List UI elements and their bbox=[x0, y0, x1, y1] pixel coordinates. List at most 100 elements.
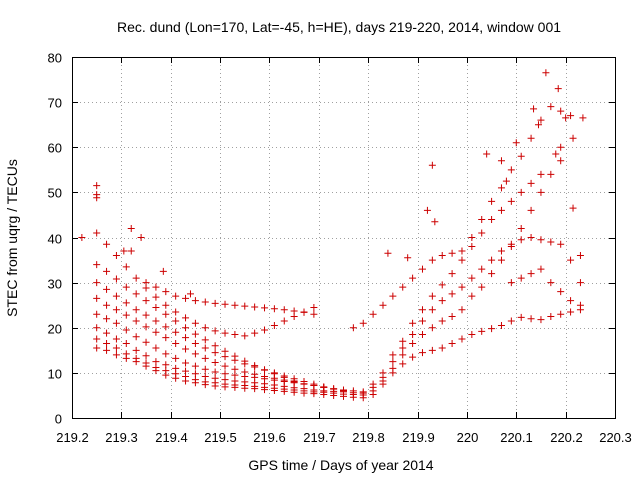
data-point bbox=[537, 170, 545, 178]
data-point bbox=[537, 265, 545, 273]
data-point bbox=[340, 387, 347, 395]
data-point bbox=[211, 358, 219, 366]
data-point bbox=[103, 301, 111, 309]
data-point bbox=[221, 329, 229, 337]
data-point bbox=[142, 297, 150, 305]
data-point bbox=[172, 364, 180, 372]
data-point bbox=[142, 323, 150, 331]
data-point bbox=[557, 107, 565, 115]
data-point bbox=[310, 380, 318, 388]
data-point bbox=[527, 179, 535, 187]
data-point bbox=[103, 285, 111, 293]
data-point bbox=[530, 105, 538, 113]
x-tick-label: 219.5 bbox=[204, 430, 237, 445]
data-point bbox=[418, 331, 426, 339]
data-point bbox=[567, 112, 575, 120]
data-point bbox=[448, 312, 456, 320]
x-tick-label: 220.2 bbox=[550, 430, 583, 445]
data-point bbox=[488, 270, 496, 278]
data-point bbox=[132, 317, 140, 325]
data-point bbox=[418, 306, 426, 314]
data-point bbox=[201, 372, 209, 380]
data-point bbox=[191, 370, 199, 378]
data-point bbox=[93, 229, 101, 237]
data-point bbox=[241, 368, 249, 376]
data-point bbox=[182, 334, 190, 342]
grid-lines bbox=[72, 57, 615, 418]
data-point bbox=[517, 313, 525, 321]
data-point bbox=[201, 354, 209, 362]
data-point bbox=[152, 293, 160, 301]
data-point bbox=[191, 340, 199, 348]
data-point bbox=[162, 367, 170, 375]
data-point bbox=[507, 166, 515, 174]
y-tick-label: 70 bbox=[48, 96, 62, 111]
data-point bbox=[552, 150, 560, 158]
data-point bbox=[567, 256, 575, 264]
data-point bbox=[418, 349, 426, 357]
data-point bbox=[542, 69, 550, 77]
data-point bbox=[231, 331, 239, 339]
data-point bbox=[537, 116, 545, 124]
data-point bbox=[231, 377, 239, 385]
data-points bbox=[78, 69, 587, 402]
y-tick-label: 20 bbox=[48, 322, 62, 337]
data-point bbox=[290, 307, 298, 315]
data-point bbox=[201, 344, 209, 352]
data-point bbox=[270, 370, 278, 378]
data-point bbox=[389, 364, 397, 372]
data-point bbox=[379, 369, 387, 377]
data-point bbox=[211, 374, 219, 382]
y-tick-label: 40 bbox=[48, 232, 62, 247]
data-point bbox=[547, 279, 555, 287]
x-tick-label: 219.4 bbox=[155, 430, 188, 445]
data-point bbox=[201, 298, 209, 306]
data-point bbox=[78, 234, 86, 241]
data-point bbox=[231, 365, 239, 373]
data-point bbox=[399, 360, 407, 368]
data-point bbox=[241, 302, 249, 310]
data-point bbox=[191, 330, 199, 338]
data-point bbox=[458, 335, 466, 343]
data-point bbox=[122, 350, 130, 358]
y-tick-labels: 0 10 20 30 40 50 60 70 80 bbox=[48, 51, 62, 427]
data-point bbox=[162, 350, 170, 358]
data-point bbox=[497, 321, 505, 329]
data-point bbox=[517, 152, 525, 160]
data-point bbox=[182, 359, 190, 367]
data-point bbox=[497, 247, 505, 255]
data-point bbox=[527, 315, 535, 323]
data-point bbox=[497, 256, 505, 264]
data-point bbox=[502, 177, 510, 185]
data-point bbox=[112, 319, 120, 327]
data-point bbox=[527, 270, 535, 278]
data-point bbox=[211, 327, 219, 335]
data-point bbox=[251, 362, 259, 370]
data-point bbox=[122, 263, 130, 271]
data-point bbox=[483, 150, 491, 158]
data-point bbox=[112, 335, 120, 343]
x-tick-label: 219.2 bbox=[56, 430, 89, 445]
data-point bbox=[517, 224, 525, 232]
data-point bbox=[448, 270, 456, 278]
data-point bbox=[557, 310, 565, 318]
data-point bbox=[103, 267, 111, 275]
x-tick-label: 219.9 bbox=[402, 430, 435, 445]
data-point bbox=[579, 114, 587, 122]
data-point bbox=[428, 161, 436, 169]
x-tick-labels: 219.2 219.3 219.4 219.5 219.6 219.7 219.8 219.9… bbox=[56, 430, 632, 445]
data-point bbox=[576, 301, 584, 309]
data-point bbox=[517, 274, 525, 282]
data-point bbox=[534, 121, 542, 129]
data-point bbox=[562, 114, 570, 122]
data-point bbox=[384, 249, 392, 257]
data-point bbox=[93, 335, 101, 343]
data-point bbox=[428, 306, 436, 314]
data-point bbox=[142, 359, 150, 367]
data-point bbox=[221, 370, 229, 378]
data-point bbox=[211, 299, 219, 307]
data-point bbox=[300, 377, 308, 385]
data-point bbox=[241, 332, 249, 340]
data-point bbox=[142, 311, 150, 319]
